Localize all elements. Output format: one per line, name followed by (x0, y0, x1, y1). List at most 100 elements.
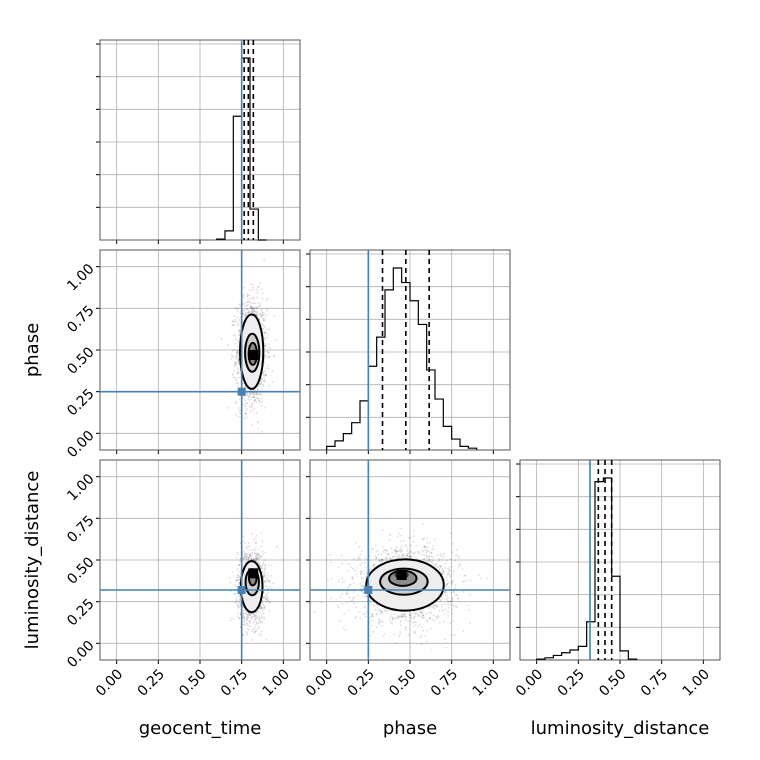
sample-point (263, 378, 266, 381)
sample-point (400, 556, 403, 559)
sample-point (253, 306, 256, 309)
sample-point (380, 553, 383, 555)
sample-point (243, 552, 246, 555)
sample-point (254, 630, 257, 633)
histogram-step-luminosity_distance (536, 477, 638, 660)
sample-point (400, 624, 402, 627)
sample-point (251, 616, 254, 619)
sample-point (243, 617, 246, 620)
x-tick-label: 1.00 (260, 666, 293, 699)
sample-point (242, 303, 245, 306)
sample-point (239, 304, 242, 307)
sample-point (359, 573, 362, 576)
sample-point (259, 620, 262, 623)
sample-point (256, 558, 259, 561)
sample-point (405, 544, 407, 546)
sample-point (381, 621, 384, 624)
sample-point (260, 532, 262, 535)
sample-point (376, 613, 378, 616)
sample-point (370, 551, 373, 553)
sample-point (252, 311, 255, 314)
sample-point (425, 560, 428, 563)
sample-point (431, 559, 434, 562)
sample-point (381, 613, 384, 616)
sample-point (237, 407, 240, 409)
sample-point (359, 563, 362, 566)
sample-point (235, 597, 237, 600)
sample-point (269, 579, 271, 582)
sample-point (427, 550, 429, 552)
sample-point (485, 577, 488, 580)
sample-point (256, 296, 258, 299)
sample-point (261, 550, 264, 553)
sample-point (236, 372, 238, 375)
sample-point (242, 550, 245, 553)
sample-point (355, 573, 358, 576)
sample-point (434, 604, 436, 606)
sample-point (363, 556, 366, 559)
sample-point (245, 412, 247, 415)
sample-point (261, 540, 264, 542)
panel-frame (99, 249, 301, 451)
sample-point (371, 632, 374, 635)
sample-point (435, 616, 438, 618)
sample-point (260, 567, 263, 570)
sample-point (228, 577, 231, 579)
sample-point (378, 623, 381, 626)
sample-point (235, 377, 238, 380)
sample-point (259, 303, 262, 305)
sample-point (237, 575, 240, 578)
sample-point (388, 533, 391, 536)
sample-point (422, 614, 425, 617)
sample-point (371, 615, 374, 617)
sample-point (364, 576, 367, 579)
x-tick-label: 0.25 (555, 666, 588, 699)
sample-point (238, 303, 241, 306)
sample-point (236, 371, 239, 373)
sample-point (260, 393, 263, 396)
sample-point (354, 617, 357, 620)
sample-point (256, 311, 259, 313)
sample-point (261, 563, 264, 566)
sample-point (423, 546, 426, 548)
sample-point (264, 337, 267, 339)
x-tick-label: 0.75 (428, 666, 461, 699)
sample-point (255, 401, 258, 404)
sample-point (447, 614, 450, 617)
sample-point (238, 333, 241, 336)
sample-point (361, 550, 363, 553)
sample-point (258, 401, 261, 404)
sample-point (254, 549, 257, 552)
sample-point (233, 376, 236, 379)
sample-point (257, 393, 260, 396)
sample-point (248, 392, 251, 395)
sample-point (247, 556, 250, 559)
sample-point (261, 621, 264, 624)
sample-point (469, 593, 471, 596)
sample-point (243, 609, 246, 612)
sample-point (408, 551, 411, 553)
sample-point (260, 606, 263, 609)
sample-point (433, 604, 436, 607)
panel-frame (99, 39, 301, 241)
sample-point (341, 593, 343, 596)
sample-point (372, 563, 375, 566)
sample-point (245, 619, 248, 622)
sample-point (247, 615, 250, 618)
density-peak (248, 568, 259, 579)
sample-point (236, 384, 239, 387)
sample-point (265, 355, 268, 357)
sample-point (264, 600, 267, 603)
sample-point (451, 579, 454, 582)
sample-point (242, 397, 245, 400)
sample-point (259, 313, 262, 315)
sample-point (244, 412, 247, 415)
x-axis-label-geocent_time: geocent_time (139, 718, 262, 739)
sample-point (385, 549, 388, 552)
sample-point (238, 599, 240, 601)
sample-point (265, 314, 268, 317)
sample-point (253, 399, 256, 402)
sample-point (248, 613, 251, 616)
sample-point (398, 556, 401, 558)
sample-point (453, 591, 455, 594)
